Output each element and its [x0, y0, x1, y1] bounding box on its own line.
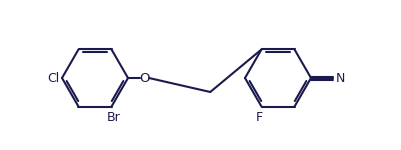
- Text: Br: Br: [107, 111, 120, 124]
- Text: O: O: [139, 72, 149, 84]
- Text: F: F: [256, 111, 263, 124]
- Text: Cl: Cl: [47, 72, 59, 84]
- Text: N: N: [336, 72, 345, 84]
